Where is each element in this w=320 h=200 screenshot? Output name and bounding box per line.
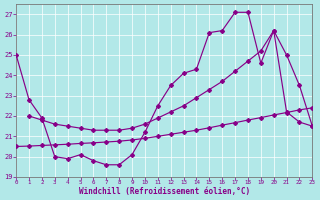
X-axis label: Windchill (Refroidissement éolien,°C): Windchill (Refroidissement éolien,°C) [79,187,250,196]
